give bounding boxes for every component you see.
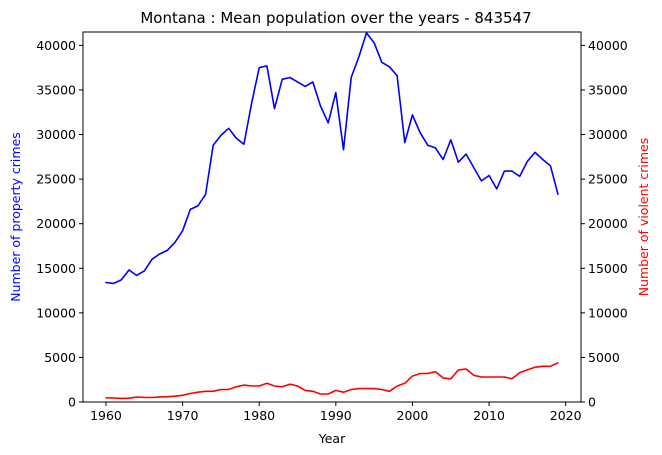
x-axis-label: Year (318, 431, 346, 446)
x-axis: 1960 1970 1980 1990 2000 2010 2020 (90, 402, 582, 423)
y-axis-right-label: Number of violent crimes (636, 138, 651, 297)
y-left-tick-label-40000: 40000 (36, 38, 76, 53)
x-tick-label-2000: 2000 (397, 408, 429, 423)
y-left-tick-label-5000: 5000 (44, 350, 76, 365)
y-right-tick-label-30000: 30000 (588, 127, 628, 142)
violent-crimes-line (105, 361, 559, 400)
y-axis-left: 0 5000 10000 15000 20000 25000 30000 35000 40000 (36, 38, 83, 410)
y-axis-left-label: Number of property crimes (8, 132, 23, 302)
y-axis-right: 0 5000 10000 15000 20000 25000 30000 35000 40000 (581, 38, 628, 410)
y-left-tick-label-30000: 30000 (36, 127, 76, 142)
y-right-tick-label-10000: 10000 (588, 305, 628, 320)
y-right-tick-label-25000: 25000 (588, 172, 628, 187)
plot-area (105, 32, 559, 400)
y-left-tick-label-10000: 10000 (36, 305, 76, 320)
y-right-tick-label-40000: 40000 (588, 38, 628, 53)
y-right-tick-label-0: 0 (588, 395, 596, 410)
chart-title: Montana : Mean population over the years… (140, 9, 531, 27)
x-tick-label-1990: 1990 (320, 408, 352, 423)
x-tick-label-1960: 1960 (90, 408, 122, 423)
x-tick-label-1980: 1980 (243, 408, 275, 423)
plot-frame (82, 31, 582, 403)
y-right-tick-label-5000: 5000 (588, 350, 620, 365)
y-left-tick-label-15000: 15000 (36, 261, 76, 276)
x-tick-label-2020: 2020 (550, 408, 582, 423)
x-tick-label-1970: 1970 (167, 408, 199, 423)
y-left-tick-label-25000: 25000 (36, 172, 76, 187)
y-right-tick-label-20000: 20000 (588, 216, 628, 231)
x-tick-label-2010: 2010 (473, 408, 505, 423)
y-right-tick-label-15000: 15000 (588, 261, 628, 276)
y-left-tick-label-20000: 20000 (36, 216, 76, 231)
y-right-tick-label-35000: 35000 (588, 82, 628, 97)
y-left-tick-label-35000: 35000 (36, 82, 76, 97)
property-crimes-line (105, 32, 559, 285)
y-left-tick-label-0: 0 (68, 395, 76, 410)
